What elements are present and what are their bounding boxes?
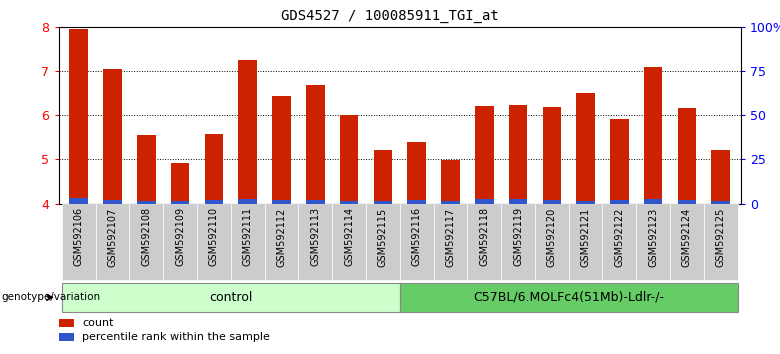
Bar xyxy=(137,201,156,204)
Bar xyxy=(543,200,561,204)
Bar xyxy=(576,201,595,204)
Bar xyxy=(231,204,264,280)
Bar xyxy=(475,199,494,204)
Bar xyxy=(399,204,434,280)
Bar xyxy=(96,204,129,280)
Bar xyxy=(62,204,96,280)
Bar xyxy=(569,204,602,280)
Bar xyxy=(399,283,738,312)
Bar xyxy=(306,200,324,204)
Text: GSM592117: GSM592117 xyxy=(445,207,456,267)
Bar xyxy=(644,199,662,204)
Bar xyxy=(501,204,535,280)
Bar xyxy=(171,201,190,204)
Bar xyxy=(374,201,392,204)
Bar xyxy=(704,204,738,280)
Bar xyxy=(434,204,467,280)
Text: GSM592112: GSM592112 xyxy=(276,207,286,267)
Text: GDS4527 / 100085911_TGI_at: GDS4527 / 100085911_TGI_at xyxy=(281,9,499,23)
Text: GSM592125: GSM592125 xyxy=(716,207,725,267)
Bar xyxy=(239,199,257,204)
Bar xyxy=(509,105,527,204)
Bar xyxy=(467,204,501,280)
Bar xyxy=(509,199,527,204)
Bar xyxy=(576,93,595,204)
Bar xyxy=(103,200,122,204)
Text: genotype/variation: genotype/variation xyxy=(2,292,101,302)
Text: GSM592109: GSM592109 xyxy=(176,207,185,267)
Text: GSM592108: GSM592108 xyxy=(141,207,151,267)
Text: GSM592121: GSM592121 xyxy=(580,207,590,267)
Bar xyxy=(610,200,629,204)
Bar xyxy=(636,204,670,280)
Bar xyxy=(197,204,231,280)
Text: GSM592122: GSM592122 xyxy=(615,207,624,267)
Text: GSM592113: GSM592113 xyxy=(310,207,321,267)
Text: percentile rank within the sample: percentile rank within the sample xyxy=(83,332,270,342)
Text: count: count xyxy=(83,318,114,327)
Bar xyxy=(69,198,88,204)
Text: GSM592119: GSM592119 xyxy=(513,207,523,267)
Bar xyxy=(407,200,426,204)
Bar xyxy=(62,283,399,312)
Bar xyxy=(103,69,122,204)
Text: GSM592118: GSM592118 xyxy=(479,207,489,267)
Text: C57BL/6.MOLFc4(51Mb)-Ldlr-/-: C57BL/6.MOLFc4(51Mb)-Ldlr-/- xyxy=(473,291,665,304)
Bar xyxy=(340,201,358,204)
Text: GSM592106: GSM592106 xyxy=(74,207,83,267)
Bar xyxy=(543,107,561,204)
Bar xyxy=(670,204,704,280)
Bar xyxy=(535,204,569,280)
Bar xyxy=(711,201,730,204)
Text: GSM592120: GSM592120 xyxy=(547,207,557,267)
Bar xyxy=(306,85,324,204)
Bar xyxy=(299,204,332,280)
Bar xyxy=(163,204,197,280)
Text: GSM592123: GSM592123 xyxy=(648,207,658,267)
Bar xyxy=(366,204,399,280)
Text: GSM592110: GSM592110 xyxy=(209,207,219,267)
Bar xyxy=(602,204,636,280)
Bar xyxy=(711,150,730,204)
Bar xyxy=(475,106,494,204)
Text: GSM592107: GSM592107 xyxy=(108,207,118,267)
Bar xyxy=(58,333,74,341)
Bar xyxy=(678,108,697,204)
Bar xyxy=(137,135,156,204)
Bar xyxy=(441,160,459,204)
Bar xyxy=(264,204,299,280)
Text: GSM592124: GSM592124 xyxy=(682,207,692,267)
Bar xyxy=(129,204,163,280)
Bar xyxy=(678,200,697,204)
Text: GSM592114: GSM592114 xyxy=(344,207,354,267)
Bar xyxy=(171,163,190,204)
Bar xyxy=(644,67,662,204)
Text: control: control xyxy=(209,291,253,304)
Bar xyxy=(58,319,74,326)
Bar xyxy=(340,115,358,204)
Bar xyxy=(407,143,426,204)
Text: GSM592116: GSM592116 xyxy=(412,207,422,267)
Text: GSM592115: GSM592115 xyxy=(378,207,388,267)
Bar xyxy=(204,200,223,204)
Bar xyxy=(204,133,223,204)
Bar xyxy=(441,201,459,204)
Bar xyxy=(374,150,392,204)
Bar xyxy=(332,204,366,280)
Bar xyxy=(610,119,629,204)
Bar xyxy=(272,200,291,204)
Bar xyxy=(69,29,88,204)
Text: GSM592111: GSM592111 xyxy=(243,207,253,267)
Bar xyxy=(239,60,257,204)
Bar xyxy=(272,97,291,204)
